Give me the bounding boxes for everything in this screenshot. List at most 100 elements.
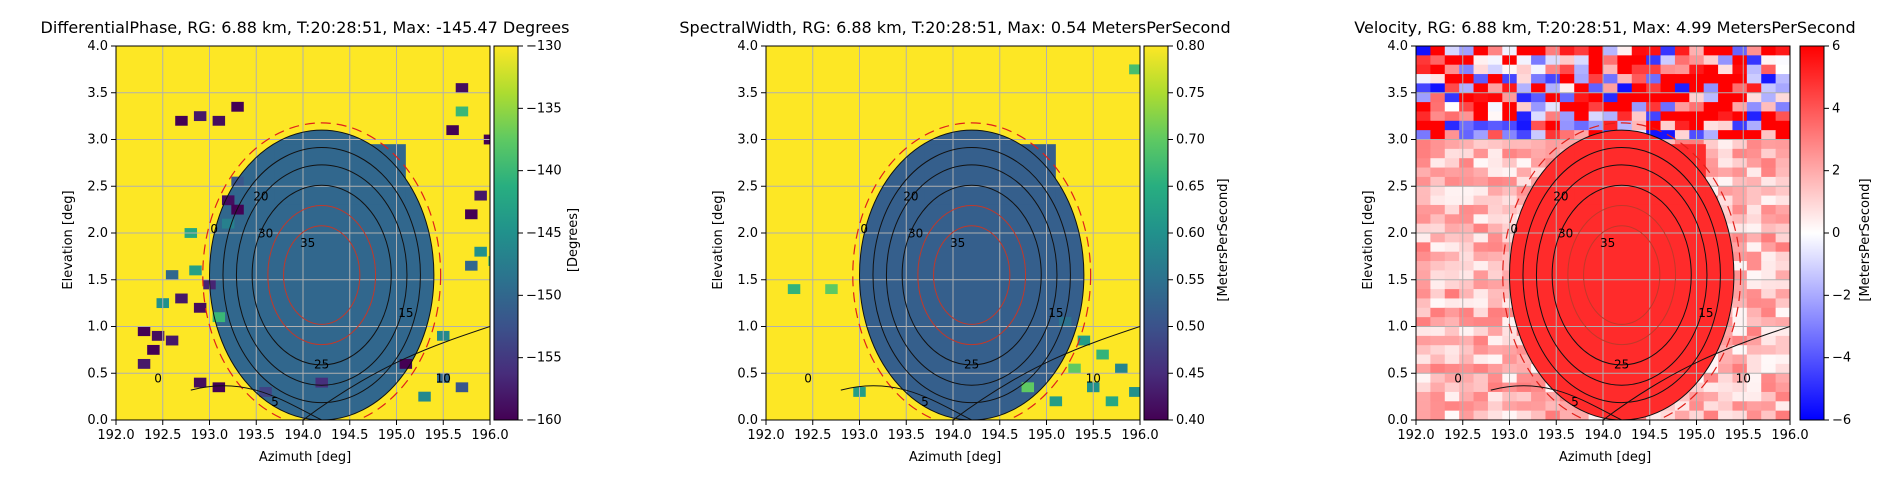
colorbar-tick-label: −2 — [1832, 288, 1851, 303]
heatmap-cell — [1444, 176, 1460, 187]
heatmap-cell — [1574, 92, 1590, 103]
heatmap-cell — [1761, 223, 1777, 234]
heatmap-cell — [1473, 214, 1489, 225]
heatmap-cell — [1746, 167, 1762, 178]
colorbar-tick-label: 0.65 — [1176, 179, 1205, 194]
heatmap-cell — [1674, 120, 1690, 131]
heatmap-cell — [1631, 111, 1647, 122]
heatmap-cell — [1761, 195, 1777, 206]
heatmap-cell — [1646, 410, 1662, 420]
heatmap-cell — [1732, 382, 1748, 393]
contour-line — [267, 205, 377, 346]
heatmap-cell — [1545, 391, 1561, 402]
y-tick-label: 2.0 — [1387, 226, 1408, 241]
heatmap-cell — [1559, 120, 1575, 131]
heatmap-cell — [1487, 139, 1503, 150]
heatmap-cell — [1746, 111, 1762, 122]
heatmap-cell — [1775, 401, 1790, 412]
heatmap-cell — [1660, 64, 1676, 75]
heatmap-cell — [1646, 111, 1662, 122]
heatmap-cell — [1732, 410, 1748, 420]
heatmap-cell — [1416, 102, 1431, 112]
heatmap-cell — [1746, 391, 1762, 402]
heatmap-cell — [1430, 363, 1446, 374]
heatmap-cell — [1516, 186, 1532, 197]
heatmap-cell — [1775, 410, 1790, 420]
heatmap-cell — [1516, 111, 1532, 122]
colorbar-tick-label: 2 — [1832, 164, 1840, 179]
heatmap-cell — [1746, 307, 1762, 318]
heatmap-cell — [1473, 382, 1489, 393]
heatmap-cell — [1674, 83, 1690, 94]
heatmap-cell — [1703, 158, 1719, 169]
heatmap-cell — [1430, 195, 1446, 206]
heatmap-cell — [1459, 186, 1475, 197]
heatmap-cell — [1516, 83, 1532, 94]
heatmap-cell — [1459, 139, 1475, 150]
heatmap-cell — [1444, 382, 1460, 393]
heatmap-cell — [1746, 410, 1762, 420]
heatmap-cell — [1531, 55, 1546, 66]
heatmap-cell — [1746, 279, 1762, 290]
x-tick-label: 193.5 — [238, 428, 275, 443]
colorbar-tick-label: 0.40 — [1176, 413, 1205, 428]
contour-label: 0 — [860, 222, 868, 236]
heatmap-cell — [1416, 401, 1431, 412]
heatmap-cell — [1444, 204, 1460, 215]
heatmap-cell — [1473, 167, 1489, 178]
heatmap-cell — [1674, 55, 1690, 66]
heatmap-cell — [1761, 233, 1777, 243]
heatmap-cell — [1718, 148, 1733, 159]
heatmap-cell — [1718, 55, 1733, 66]
x-tick-label: 193.0 — [1491, 428, 1528, 443]
heatmap-cell — [1487, 111, 1503, 122]
heatmap-cell — [1444, 233, 1460, 243]
heatmap-cell — [1459, 204, 1475, 215]
heatmap-cell — [1746, 148, 1762, 159]
heatmap-cell — [1617, 64, 1633, 75]
contour-line — [1567, 205, 1677, 346]
heatmap-cell — [1416, 233, 1431, 243]
heatmap-cell — [1703, 102, 1719, 112]
heatmap-cell — [1459, 83, 1475, 94]
heatmap-cell — [1732, 74, 1748, 84]
contour-line — [1583, 225, 1661, 325]
y-tick-label: 3.5 — [1387, 86, 1408, 101]
heatmap-cell — [1775, 46, 1790, 56]
heatmap-cell — [1444, 335, 1460, 346]
heatmap-cell — [1732, 92, 1748, 103]
heatmap-cell — [1473, 223, 1489, 234]
heatmap-cell — [1531, 102, 1546, 112]
heatmap-cell — [1775, 391, 1790, 402]
x-axis-label: Azimuth [deg] — [909, 450, 1001, 465]
heatmap-cell — [1473, 373, 1489, 384]
heatmap-cell — [1487, 261, 1503, 271]
heatmap-cell — [1646, 74, 1662, 84]
chart-title: SpectralWidth, RG: 6.88 km, T:20:28:51, … — [679, 18, 1230, 37]
heatmap-cell — [1574, 74, 1590, 84]
heatmap-cell — [1459, 382, 1475, 393]
colorbar — [1143, 45, 1169, 421]
heatmap-cell — [1516, 120, 1532, 131]
heatmap-cell — [1775, 74, 1790, 84]
heatmap-cell — [1516, 158, 1532, 169]
heatmap-cell — [1459, 92, 1475, 103]
heatmap-cell — [1746, 139, 1762, 150]
heatmap-cell — [1416, 139, 1431, 150]
heatmap-cell — [1416, 270, 1431, 281]
heatmap-cell — [1746, 92, 1762, 103]
heatmap-cell — [1703, 167, 1719, 178]
heatmap-cell — [1732, 373, 1748, 384]
heatmap-cell — [1430, 233, 1446, 243]
heatmap-cell — [212, 382, 226, 393]
contour-line — [1490, 385, 1622, 420]
heatmap-cell — [1473, 298, 1489, 309]
heatmap-cell — [1459, 102, 1475, 112]
heatmap-cell — [1718, 158, 1733, 169]
heatmap-cell — [1761, 242, 1777, 253]
y-tick-label: 0.5 — [737, 366, 758, 381]
y-tick-label: 2.0 — [87, 226, 108, 241]
heatmap-cell — [1115, 363, 1128, 374]
y-tick-label: 4.0 — [1387, 39, 1408, 54]
contour-line — [1509, 129, 1735, 420]
